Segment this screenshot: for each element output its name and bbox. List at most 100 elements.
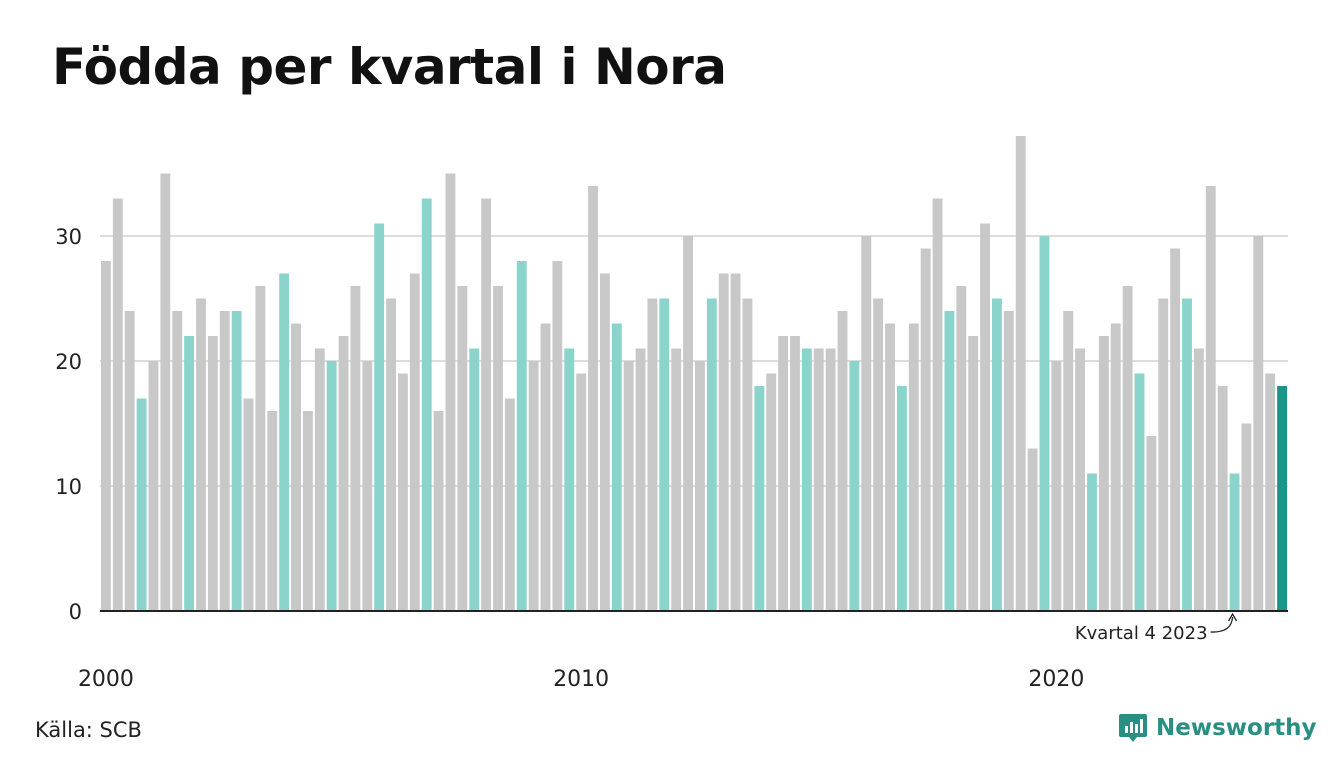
- bar-2014-q3: [790, 336, 800, 611]
- brand-name: Newsworthy: [1156, 715, 1317, 741]
- bar-2007-q3: [457, 286, 468, 611]
- bar-2001-q4: [184, 336, 195, 611]
- annotation-arrowhead: [1227, 612, 1238, 622]
- bar-2006-q2: [398, 373, 408, 611]
- bar-2019-q1: [1003, 311, 1014, 611]
- bar-2011-q1: [623, 361, 634, 611]
- bar-2023-q1: [1193, 348, 1204, 611]
- bar-2010-q2: [588, 186, 598, 611]
- bars: [101, 136, 1287, 611]
- bar-2009-q3: [552, 261, 563, 611]
- bar-2018-q3: [980, 223, 990, 611]
- bar-2020-q3: [1075, 348, 1086, 611]
- bar-2020-q2: [1063, 311, 1074, 611]
- bar-2005-q4: [374, 223, 385, 611]
- bar-2013-q4: [754, 386, 765, 611]
- bar-2000-q2: [112, 198, 123, 611]
- bar-2014-q4: [801, 348, 812, 611]
- bar-2018-q1: [956, 286, 967, 611]
- bar-2007-q4: [469, 348, 480, 611]
- bar-2016-q4: [896, 386, 907, 611]
- bar-2006-q3: [409, 273, 420, 611]
- bar-2024-q1: [1241, 423, 1252, 611]
- bar-2012-q3: [695, 361, 705, 611]
- bar-2017-q2: [920, 248, 931, 611]
- bar-2012-q1: [671, 348, 682, 611]
- bar-2013-q3: [742, 298, 753, 611]
- bar-2019-q2: [1015, 136, 1026, 611]
- chart-title: Födda per kvartal i Nora: [52, 38, 727, 96]
- y-tick-label: 10: [55, 475, 82, 499]
- bar-2001-q3: [172, 311, 183, 611]
- bar-2019-q4: [1039, 236, 1050, 611]
- bar-2020-q4: [1087, 473, 1097, 611]
- bar-2018-q2: [968, 336, 979, 611]
- bar-2021-q4: [1134, 373, 1145, 611]
- bar-2004-q2: [302, 411, 313, 611]
- bar-2017-q3: [932, 198, 943, 611]
- bar-2005-q3: [362, 361, 373, 611]
- bar-2022-q3: [1170, 248, 1181, 611]
- bar-2022-q1: [1146, 436, 1157, 611]
- bar-2020-q1: [1051, 361, 1062, 611]
- gridlines: [100, 235, 1288, 487]
- bar-2003-q1: [243, 398, 254, 611]
- bar-2006-q1: [386, 298, 396, 611]
- bar-2014-q2: [778, 336, 789, 611]
- bar-2008-q3: [504, 398, 515, 611]
- bar-2006-q4: [421, 198, 432, 611]
- bar-2001-q2: [160, 173, 171, 611]
- bar-2009-q1: [528, 361, 539, 611]
- bar-2017-q4: [944, 311, 955, 611]
- bar-2014-q1: [766, 373, 777, 611]
- bar-2004-q3: [314, 348, 325, 611]
- axes: 0 10 20 30 2000 2010 2020: [55, 225, 1288, 692]
- bar-2023-q4: [1229, 473, 1240, 611]
- bar-2005-q2: [350, 286, 361, 611]
- annotation-label: Kvartal 4 2023: [1075, 623, 1208, 644]
- bar-2003-q4: [279, 273, 290, 611]
- bar-2008-q4: [516, 261, 527, 611]
- bar-2016-q1: [861, 236, 872, 611]
- bar-2018-q4: [992, 298, 1002, 611]
- bar-2016-q2: [873, 298, 884, 611]
- annotation: Kvartal 4 2023: [1075, 612, 1238, 644]
- bar-2015-q3: [837, 311, 848, 611]
- bar-2003-q3: [267, 411, 278, 611]
- bar-2024-q4: [1277, 386, 1287, 611]
- y-tick-label: 20: [55, 350, 82, 374]
- brand-logo[interactable]: Newsworthy: [1118, 712, 1317, 744]
- bar-2013-q1: [718, 273, 729, 611]
- bar-2008-q1: [481, 198, 492, 611]
- bar-2005-q1: [338, 336, 349, 611]
- bar-2016-q3: [885, 323, 895, 611]
- x-tick-label: 2000: [78, 667, 134, 692]
- x-tick-label: 2020: [1028, 667, 1084, 692]
- bar-2021-q2: [1110, 323, 1121, 611]
- source-label: Källa: SCB: [35, 718, 142, 742]
- bar-2007-q1: [433, 411, 444, 611]
- bar-2024-q2: [1253, 236, 1264, 611]
- x-tick-label: 2010: [553, 667, 609, 692]
- bar-2013-q2: [730, 273, 741, 611]
- bar-2000-q3: [124, 311, 135, 611]
- bar-2024-q3: [1265, 373, 1276, 611]
- bar-2002-q3: [219, 311, 230, 611]
- bar-2022-q2: [1158, 298, 1169, 611]
- bar-2010-q4: [611, 323, 622, 611]
- bar-2007-q2: [445, 173, 456, 611]
- bar-2021-q3: [1122, 286, 1133, 611]
- bar-2010-q3: [599, 273, 610, 611]
- bar-2015-q4: [849, 361, 860, 611]
- bar-2012-q4: [706, 298, 717, 611]
- bar-2009-q4: [564, 348, 575, 611]
- bar-2000-q1: [101, 261, 111, 611]
- bar-2011-q3: [647, 298, 658, 611]
- bar-2010-q1: [576, 373, 587, 611]
- bar-2015-q1: [813, 348, 824, 611]
- bar-2015-q2: [825, 348, 836, 611]
- bar-2011-q4: [659, 298, 670, 611]
- bar-2002-q2: [207, 336, 218, 611]
- annotation-arrow: [1210, 616, 1234, 633]
